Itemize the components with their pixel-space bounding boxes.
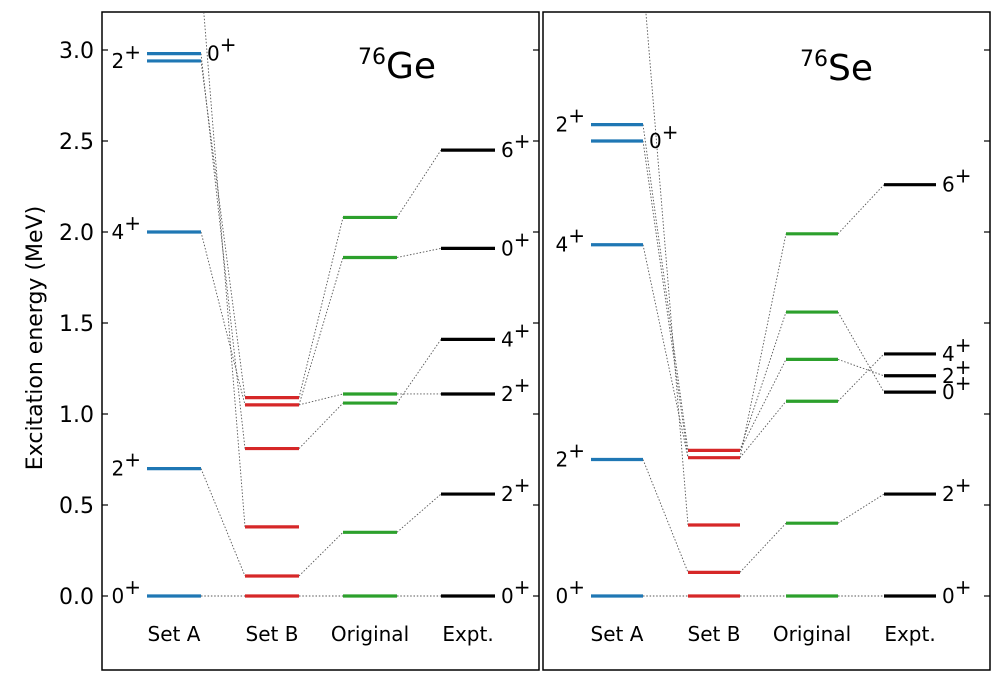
transition-line xyxy=(642,124,689,451)
spin-label: 2+ xyxy=(501,473,531,506)
spin-label: 2+ xyxy=(112,448,142,481)
category-label: Set A xyxy=(148,622,201,646)
transition-line xyxy=(298,217,344,398)
spin-label: 0+ xyxy=(112,575,142,608)
transition-line xyxy=(298,393,344,406)
transition-line xyxy=(739,522,787,573)
transition-line xyxy=(837,493,885,524)
spin-label: 0+ xyxy=(207,33,237,66)
panel-frame xyxy=(101,11,540,671)
transition-line xyxy=(396,493,442,533)
spin-label: 4+ xyxy=(556,224,586,257)
spin-label: 0+ xyxy=(649,120,679,153)
spin-label: 2+ xyxy=(942,473,972,506)
spin-label: 2+ xyxy=(501,373,531,406)
spin-label: 6+ xyxy=(942,164,972,197)
transition-line xyxy=(837,311,885,393)
spin-label: 0+ xyxy=(556,575,586,608)
transition-line xyxy=(645,12,689,526)
spin-label: 2+ xyxy=(556,439,586,472)
panels-layer: 0.0 0.5 1.0 1.5 2.0 2.5 3.0 76Ge Set A Set B Origi… xyxy=(59,11,991,671)
transition-line xyxy=(200,468,246,577)
spin-label: 4+ xyxy=(942,333,972,366)
spin-label: 0+ xyxy=(942,575,972,608)
transition-line xyxy=(200,53,246,449)
spin-label: 6+ xyxy=(501,129,531,162)
connections xyxy=(642,12,885,597)
spin-label: 4+ xyxy=(112,211,142,244)
transition-line xyxy=(298,402,344,449)
spin-label: 2+ xyxy=(556,104,586,137)
transition-line xyxy=(837,358,885,377)
y-axis-label: Excitation energy (MeV) xyxy=(23,206,48,470)
y-tick-label: 2.5 xyxy=(59,130,94,155)
transition-line xyxy=(298,531,344,577)
connections xyxy=(200,12,442,597)
transition-line xyxy=(298,257,344,406)
category-label: Set A xyxy=(591,622,644,646)
transition-line xyxy=(739,359,787,451)
category-label: Set B xyxy=(688,622,741,646)
y-tick-label: 0.5 xyxy=(59,494,94,519)
transition-line xyxy=(642,140,689,458)
y-tick-label: 2.0 xyxy=(59,221,94,246)
category-label: Expt. xyxy=(442,622,493,646)
spin-label: 4+ xyxy=(501,318,531,351)
transition-line xyxy=(396,149,442,218)
transition-line xyxy=(200,231,246,406)
transition-line xyxy=(739,311,787,451)
category-label: Set B xyxy=(246,622,299,646)
transition-line xyxy=(396,247,442,258)
y-tick-label: 0.0 xyxy=(59,585,94,610)
panel-0: 0.0 0.5 1.0 1.5 2.0 2.5 3.0 76Ge Set A Set B Origi… xyxy=(59,11,540,671)
y-tick-label: 1.5 xyxy=(59,312,94,337)
transition-line xyxy=(739,400,787,458)
transition-line xyxy=(642,244,689,458)
spin-label: 0+ xyxy=(942,371,972,404)
spin-label: 0+ xyxy=(501,227,531,260)
panel-title: 76Se xyxy=(800,47,873,89)
transition-line xyxy=(837,353,885,402)
spin-label: 0+ xyxy=(501,575,531,608)
category-label: Original xyxy=(331,622,409,646)
panel-title: 76Ge xyxy=(358,45,436,87)
transition-line xyxy=(200,60,246,398)
transition-line xyxy=(739,233,787,458)
category-label: Original xyxy=(773,622,851,646)
transition-line xyxy=(396,339,442,404)
spin-label: 2+ xyxy=(112,40,142,73)
y-tick-label: 3.0 xyxy=(59,39,94,64)
transition-line xyxy=(837,184,885,235)
transition-line xyxy=(203,12,246,527)
category-label: Expt. xyxy=(884,622,935,646)
panel-frame xyxy=(542,11,991,671)
transition-line xyxy=(642,459,689,573)
spin-label: 2+ xyxy=(942,355,972,388)
y-tick-label: 1.0 xyxy=(59,403,94,428)
